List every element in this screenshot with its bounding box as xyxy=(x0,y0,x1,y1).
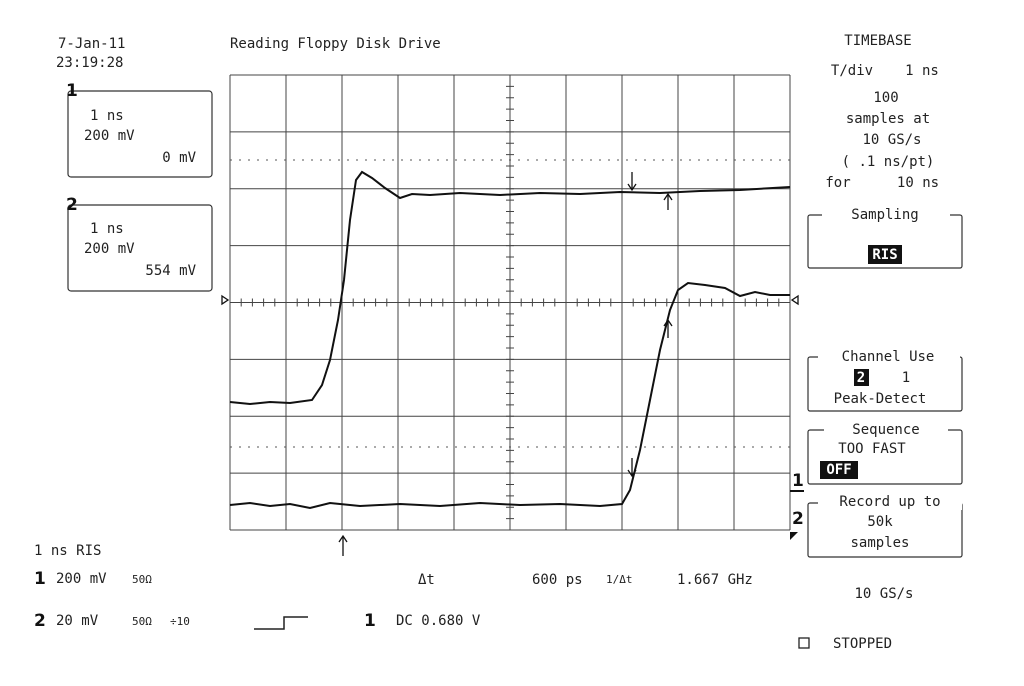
date: 7-Jan-11 xyxy=(58,36,125,52)
state: STOPPED xyxy=(833,636,892,652)
channel-offset: 0 mV xyxy=(162,150,196,166)
trigger-source: 1 xyxy=(364,611,376,631)
channel-number: 2 xyxy=(34,611,46,631)
menu-value: 50k xyxy=(867,514,893,530)
menu-value: Peak-Detect xyxy=(834,391,927,407)
menu-title: Sampling xyxy=(851,207,918,223)
trace-marker: 2 xyxy=(792,509,804,529)
label: 1/Δt xyxy=(606,573,633,586)
channel-box xyxy=(67,204,213,292)
trace-marker: 1 xyxy=(792,471,804,491)
label: samples at xyxy=(846,111,930,127)
menu-value: samples xyxy=(850,535,909,551)
mode: 1 ns RIS xyxy=(34,543,101,559)
channel-tdiv: 1 ns xyxy=(90,221,124,237)
trace-2 xyxy=(229,281,790,510)
timebase-title: TIMEBASE xyxy=(844,33,911,49)
menu-option: 2 xyxy=(857,370,865,386)
label: Δt xyxy=(418,572,435,588)
menu-title: Sequence xyxy=(852,422,919,438)
vdiv: 20 mV xyxy=(56,613,99,629)
value: ( .1 ns/pt) xyxy=(842,154,935,170)
channel-number: 1 xyxy=(66,81,78,101)
value: 1.667 GHz xyxy=(677,572,753,588)
impedance: 50Ω xyxy=(132,573,152,586)
menu-status: TOO FAST xyxy=(838,441,906,457)
graticule xyxy=(229,74,791,531)
label: T/div xyxy=(831,63,873,79)
value: 1 ns xyxy=(905,63,939,79)
menu-option: 1 xyxy=(902,370,910,386)
value: 100 xyxy=(873,90,898,106)
channel-box xyxy=(67,90,213,178)
menu-title: Channel Use xyxy=(842,349,935,365)
menu-title: Record up to xyxy=(839,494,940,510)
label: for xyxy=(825,175,850,191)
trigger-level: DC 0.680 V xyxy=(396,613,481,629)
probe: ÷10 xyxy=(170,615,190,628)
vdiv: 200 mV xyxy=(56,571,107,587)
channel-number: 1 xyxy=(34,569,46,589)
trigger-slope xyxy=(254,616,308,630)
title: Reading Floppy Disk Drive xyxy=(230,36,441,52)
value: 10 ns xyxy=(897,175,939,191)
impedance: 50Ω xyxy=(132,615,152,628)
trace-1 xyxy=(229,170,791,406)
channel-offset: 554 mV xyxy=(145,263,196,279)
channel-vdiv: 200 mV xyxy=(84,128,135,144)
value: 600 ps xyxy=(532,572,583,588)
sample-rate: 10 GS/s xyxy=(854,586,913,602)
channel-number: 2 xyxy=(66,195,78,215)
menu-value: RIS xyxy=(872,247,897,263)
state-box xyxy=(798,637,810,649)
cursor-arrows xyxy=(221,172,799,556)
time: 23:19:28 xyxy=(56,55,123,71)
value: 10 GS/s xyxy=(862,132,921,148)
channel-vdiv: 200 mV xyxy=(84,241,135,257)
menu-value: OFF xyxy=(826,462,851,478)
channel-tdiv: 1 ns xyxy=(90,108,124,124)
